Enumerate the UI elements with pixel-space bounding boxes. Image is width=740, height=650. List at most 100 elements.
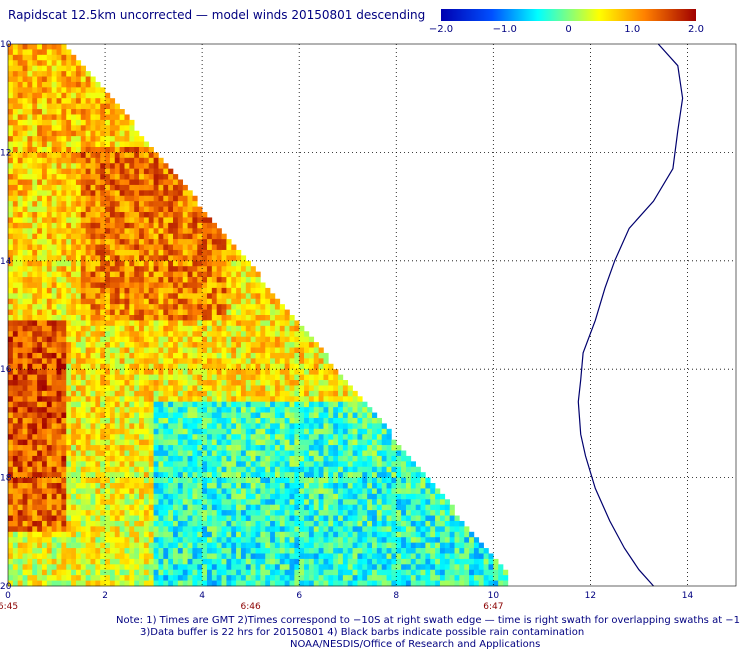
wind-pixel (168, 320, 174, 327)
wind-pixel (342, 439, 349, 446)
wind-pixel (274, 483, 281, 489)
wind-pixel (95, 483, 101, 489)
wind-pixel (182, 472, 188, 478)
wind-pixel (410, 510, 416, 516)
wind-pixel (100, 510, 106, 516)
wind-pixel (376, 504, 383, 511)
wind-pixel (367, 412, 373, 419)
wind-pixel (342, 520, 349, 527)
wind-pixel (202, 363, 208, 370)
wind-pixel (90, 184, 96, 191)
wind-pixel (391, 477, 397, 484)
colorbar-tick: 0 (565, 24, 571, 35)
wind-pixel (51, 493, 57, 500)
wind-pixel (376, 423, 383, 430)
wind-pixel (236, 445, 242, 451)
wind-pixel (71, 385, 77, 392)
wind-pixel (32, 92, 38, 99)
wind-pixel (85, 428, 91, 435)
wind-pixel (289, 336, 295, 343)
wind-pixel (56, 455, 62, 462)
wind-pixel (139, 374, 145, 381)
wind-pixel (17, 255, 23, 262)
wind-pixel (143, 157, 150, 164)
wind-pixel (114, 390, 120, 397)
wind-pixel (12, 65, 19, 72)
wind-pixel (32, 212, 38, 218)
wind-pixel (134, 287, 140, 294)
wind-pixel (182, 190, 188, 197)
wind-pixel (202, 445, 208, 451)
wind-pixel (182, 309, 188, 316)
wind-pixel (95, 488, 101, 495)
wind-pixel (143, 434, 150, 440)
wind-pixel (12, 174, 19, 180)
wind-pixel (56, 109, 62, 115)
wind-pixel (299, 412, 305, 419)
wind-pixel (148, 347, 154, 354)
wind-pixel (231, 304, 237, 310)
wind-pixel (51, 510, 57, 516)
wind-pixel (119, 352, 125, 359)
wind-pixel (119, 526, 125, 533)
wind-pixel (61, 309, 67, 316)
wind-pixel (129, 277, 135, 283)
wind-pixel (134, 152, 140, 159)
wind-pixel (124, 483, 130, 489)
wind-pixel (153, 380, 159, 386)
wind-pixel (75, 152, 82, 159)
wind-pixel (46, 520, 52, 527)
wind-pixel (100, 304, 106, 310)
wind-pixel (357, 396, 363, 403)
wind-pixel (274, 298, 281, 305)
wind-pixel (100, 206, 106, 213)
wind-pixel (216, 255, 222, 262)
wind-pixel (100, 483, 106, 489)
wind-pixel (100, 477, 106, 484)
wind-pixel (231, 315, 237, 321)
wind-pixel (100, 163, 106, 169)
wind-pixel (304, 380, 310, 386)
wind-pixel (46, 347, 52, 354)
wind-pixel (279, 352, 285, 359)
wind-pixel (323, 407, 329, 413)
wind-pixel (114, 331, 120, 337)
wind-pixel (114, 537, 120, 543)
wind-pixel (134, 315, 140, 321)
wind-pixel (352, 450, 358, 457)
wind-pixel (211, 363, 217, 370)
wind-pixel (32, 119, 38, 126)
wind-pixel (430, 504, 436, 511)
wind-pixel (27, 315, 33, 321)
wind-pixel (425, 531, 431, 538)
wind-pixel (342, 434, 349, 440)
wind-pixel (61, 293, 67, 300)
wind-pixel (139, 363, 145, 370)
wind-pixel (221, 488, 227, 495)
wind-pixel (32, 239, 38, 245)
wind-pixel (22, 260, 28, 267)
wind-pixel (289, 515, 295, 522)
wind-pixel (192, 461, 198, 468)
wind-pixel (56, 325, 62, 332)
wind-pixel (100, 488, 106, 495)
wind-pixel (197, 271, 203, 278)
wind-pixel (27, 477, 33, 484)
wind-pixel (163, 315, 169, 321)
wind-pixel (279, 320, 285, 327)
wind-pixel (37, 271, 43, 278)
wind-pixel (105, 347, 111, 354)
wind-pixel (90, 537, 96, 543)
wind-pixel (362, 493, 368, 500)
wind-pixel (41, 325, 48, 332)
wind-pixel (308, 407, 315, 413)
wind-pixel (211, 271, 217, 278)
wind-pixel (27, 81, 33, 88)
wind-pixel (250, 293, 256, 300)
wind-pixel (85, 114, 91, 121)
wind-pixel (80, 331, 86, 337)
wind-pixel (192, 271, 198, 278)
wind-pixel (71, 358, 77, 365)
wind-pixel (51, 499, 57, 505)
wind-pixel (80, 98, 86, 104)
